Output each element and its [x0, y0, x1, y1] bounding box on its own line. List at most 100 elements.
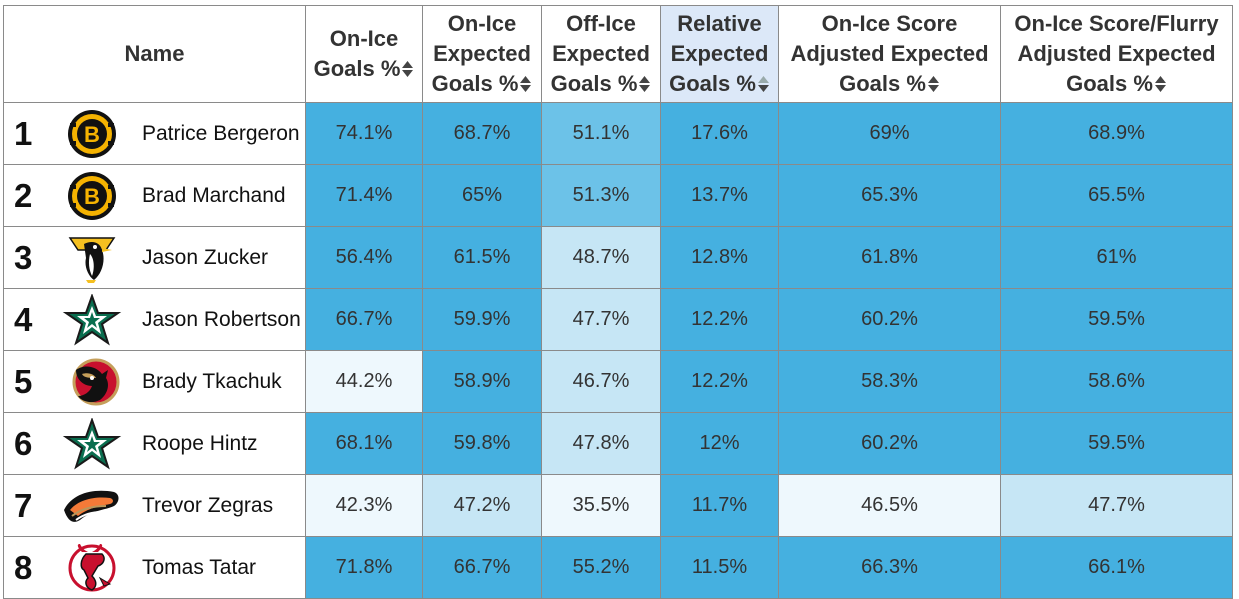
table-row[interactable]: 6 Roope Hintz 68.1% 59.8% 47.8% 12% 60.2% 59.5%: [3, 412, 1233, 475]
stat-cell: 66.7%: [305, 288, 423, 351]
sort-icon: [402, 61, 414, 77]
ducks-logo-icon: [62, 480, 122, 532]
stat-cell: 66.1%: [1000, 536, 1233, 599]
player-name-cell: 5 Brady Tkachuk: [3, 350, 306, 413]
stat-cell: 51.3%: [541, 164, 661, 227]
stat-cell: 59.5%: [1000, 288, 1233, 351]
stat-cell: 71.4%: [305, 164, 423, 227]
header-row: Name On-Ice Goals % On-Ice Expected Goal…: [3, 5, 1233, 103]
stat-cell: 66.3%: [778, 536, 1001, 599]
stat-cell: 12.2%: [660, 288, 779, 351]
stat-cell: 59.9%: [422, 288, 542, 351]
stat-cell: 65.5%: [1000, 164, 1233, 227]
stars-logo-icon: [62, 416, 122, 470]
stat-cell: 47.7%: [1000, 474, 1233, 537]
sort-icon: [639, 76, 651, 92]
stat-cell: 12.2%: [660, 350, 779, 413]
player-name[interactable]: Roope Hintz: [142, 431, 258, 455]
svg-text:B: B: [84, 122, 100, 147]
stat-cell: 65.3%: [778, 164, 1001, 227]
player-name-cell: 8 Tomas Tatar: [3, 536, 306, 599]
stat-cell: 66.7%: [422, 536, 542, 599]
player-name[interactable]: Tomas Tatar: [142, 555, 256, 579]
stat-cell: 58.9%: [422, 350, 542, 413]
stat-cell: 42.3%: [305, 474, 423, 537]
stat-cell: 56.4%: [305, 226, 423, 289]
header-off-ice-xg-pct[interactable]: Off-Ice Expected Goals %: [541, 5, 661, 103]
player-name-cell: 3 Jason Zucker: [3, 226, 306, 289]
player-name[interactable]: Jason Zucker: [142, 245, 269, 269]
stat-cell: 55.2%: [541, 536, 661, 599]
rank-number: 5: [14, 362, 33, 400]
stat-cell: 69%: [778, 102, 1001, 165]
header-on-ice-xg-pct[interactable]: On-Ice Expected Goals %: [422, 5, 542, 103]
table-row[interactable]: 5 Brady Tkachuk 44.2% 58.9% 46.7% 12.2% 58.3% 5…: [3, 350, 1233, 413]
rank-number: 2: [14, 176, 33, 214]
rank-number: 6: [14, 424, 33, 462]
player-name[interactable]: Trevor Zegras: [142, 493, 274, 517]
sort-icon: [1154, 76, 1166, 92]
stat-cell: 59.5%: [1000, 412, 1233, 475]
stat-cell: 12%: [660, 412, 779, 475]
stat-cell: 11.7%: [660, 474, 779, 537]
player-name-cell: 6 Roope Hintz: [3, 412, 306, 475]
header-relative-xg-pct[interactable]: Relative Expected Goals %: [660, 5, 779, 103]
table-row[interactable]: 3 Jason Zucker 56.4% 61.5% 48.7% 12.8% 61.8% 61…: [3, 226, 1233, 289]
rank-number: 7: [14, 486, 33, 524]
sort-icon: [520, 76, 532, 92]
stat-cell: 17.6%: [660, 102, 779, 165]
stat-cell: 51.1%: [541, 102, 661, 165]
devils-logo-icon: [62, 542, 122, 594]
header-on-ice-goals-pct[interactable]: On-Ice Goals %: [305, 5, 423, 103]
player-stats-table: Name On-Ice Goals % On-Ice Expected Goal…: [3, 5, 1233, 599]
stat-cell: 58.6%: [1000, 350, 1233, 413]
table-row[interactable]: 4 Jason Robertson 66.7% 59.9% 47.7% 12.2% 60.2…: [3, 288, 1233, 351]
stat-cell: 60.2%: [778, 412, 1001, 475]
senators-logo-icon: [62, 356, 122, 408]
sort-desc-icon: [757, 76, 769, 92]
stat-cell: 46.5%: [778, 474, 1001, 537]
stat-cell: 46.7%: [541, 350, 661, 413]
stat-cell: 61%: [1000, 226, 1233, 289]
stat-cell: 44.2%: [305, 350, 423, 413]
sort-icon: [927, 76, 939, 92]
player-name[interactable]: Jason Robertson: [142, 307, 301, 331]
player-name-cell: 4 Jason Robertson: [3, 288, 306, 351]
bruins-logo-icon: B: [62, 170, 122, 222]
stat-cell: 12.8%: [660, 226, 779, 289]
stat-cell: 68.9%: [1000, 102, 1233, 165]
stat-cell: 47.7%: [541, 288, 661, 351]
stat-cell: 13.7%: [660, 164, 779, 227]
stat-cell: 48.7%: [541, 226, 661, 289]
stat-cell: 47.2%: [422, 474, 542, 537]
bruins-logo-icon: B: [62, 108, 122, 160]
player-name-cell: 2 B Brad Marchand: [3, 164, 306, 227]
table-row[interactable]: 1 B Patrice Bergeron 74.1% 68.7% 51.1% 17.6% 69…: [3, 102, 1233, 165]
svg-text:B: B: [84, 184, 100, 209]
stat-cell: 65%: [422, 164, 542, 227]
table-row[interactable]: 2 B Brad Marchand 71.4% 65% 51.3% 13.7% 65.3% 65…: [3, 164, 1233, 227]
header-score-adj-xg-pct[interactable]: On-Ice Score Adjusted Expected Goals %: [778, 5, 1001, 103]
stat-cell: 74.1%: [305, 102, 423, 165]
penguins-logo-icon: [62, 232, 122, 284]
stat-cell: 47.8%: [541, 412, 661, 475]
rank-number: 8: [14, 548, 33, 586]
player-name[interactable]: Brad Marchand: [142, 183, 286, 207]
stars-logo-icon: [62, 292, 122, 346]
player-name[interactable]: Brady Tkachuk: [142, 369, 282, 393]
stat-cell: 71.8%: [305, 536, 423, 599]
player-name-cell: 7 Trevor Zegras: [3, 474, 306, 537]
player-name[interactable]: Patrice Bergeron: [142, 121, 300, 145]
player-name-cell: 1 B Patrice Bergeron: [3, 102, 306, 165]
table-row[interactable]: 7 Trevor Zegras 42.3% 47.2% 35.5% 11.7% 46.5% 4…: [3, 474, 1233, 537]
stat-cell: 68.7%: [422, 102, 542, 165]
table-row[interactable]: 8 Tomas Tatar 71.8% 66.7% 55.2% 11.5% 66.3% 66.…: [3, 536, 1233, 599]
header-name: Name: [3, 5, 306, 103]
header-score-flurry-adj-xg-pct[interactable]: On-Ice Score/Flurry Adjusted Expected Go…: [1000, 5, 1233, 103]
rank-number: 3: [14, 238, 33, 276]
stat-cell: 61.8%: [778, 226, 1001, 289]
stat-cell: 59.8%: [422, 412, 542, 475]
stat-cell: 58.3%: [778, 350, 1001, 413]
stat-cell: 68.1%: [305, 412, 423, 475]
rank-number: 4: [14, 300, 33, 338]
